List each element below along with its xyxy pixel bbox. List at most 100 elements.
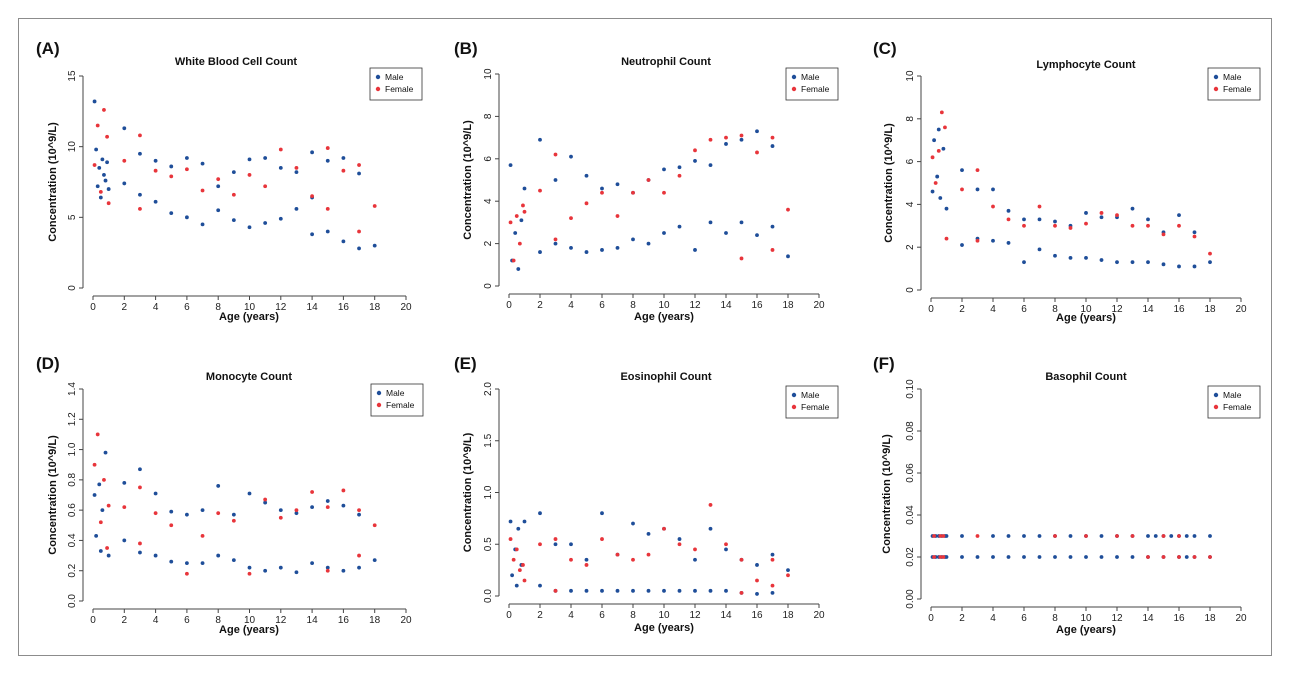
data-point-male [1177, 264, 1181, 269]
x-tick-label: 6 [1021, 613, 1027, 624]
data-point-male [200, 508, 205, 513]
data-point-male [522, 519, 527, 524]
data-point-female [153, 511, 158, 516]
x-tick-label: 12 [689, 300, 701, 311]
data-point-male [631, 521, 635, 526]
data-point-female [325, 568, 330, 573]
data-point-female [508, 220, 513, 225]
x-tick-label: 8 [630, 300, 636, 311]
data-point-male [357, 565, 361, 570]
y-tick-label: 2 [483, 240, 494, 246]
series-male [930, 534, 1212, 559]
data-point-male [1146, 260, 1150, 265]
series-female [92, 432, 377, 576]
data-point-male [708, 526, 713, 531]
data-point-male [372, 243, 377, 248]
y-tick-label: 0 [483, 283, 494, 289]
x-tick-label: 10 [1080, 304, 1092, 315]
data-point-male [944, 534, 949, 538]
data-point-male [538, 511, 542, 516]
data-point-male [185, 215, 189, 220]
figure-frame: (A) White Blood Cell Count 0 2 4 6 8 10 12 14 16 18… [18, 18, 1272, 656]
y-axis-label: Concentration (10^9/L) [883, 123, 895, 243]
data-point-male [263, 500, 268, 505]
data-point-male [991, 187, 995, 192]
data-point-male [1146, 534, 1150, 538]
x-tick-label: 14 [1142, 304, 1154, 315]
data-point-male [975, 187, 980, 192]
y-tick-label: 6 [483, 156, 494, 162]
data-point-female [1177, 534, 1181, 538]
data-point-male [102, 173, 106, 177]
data-point-male [936, 127, 941, 132]
data-point-female [755, 578, 759, 583]
data-point-female [708, 137, 713, 142]
data-point-male [1184, 555, 1189, 559]
data-point-male [278, 216, 283, 221]
data-point-female [1068, 226, 1073, 230]
data-point-female [584, 201, 589, 206]
series-female [930, 110, 1212, 256]
legend-label-female: Female [386, 400, 415, 410]
data-point-male [708, 163, 713, 168]
data-point-male [1006, 208, 1011, 213]
data-point-male [263, 568, 268, 573]
data-point-male [513, 231, 518, 235]
x-tick-label: 20 [813, 300, 825, 311]
y-tick-label: 2 [905, 244, 916, 250]
data-point-male [1068, 555, 1073, 559]
chart-title: Monocyte Count [206, 371, 292, 383]
data-point-female [944, 236, 949, 241]
legend-marker-male [791, 392, 797, 398]
data-point-female [938, 555, 943, 559]
y-tick-label: 1.2 [67, 412, 78, 426]
data-point-male [153, 491, 158, 496]
data-point-male [724, 142, 728, 146]
data-point-male [693, 248, 697, 252]
y-tick-label: 1.0 [483, 485, 494, 499]
data-point-male [98, 549, 103, 553]
x-tick-label: 16 [751, 300, 763, 311]
data-point-male [1208, 534, 1212, 538]
data-point-female [357, 163, 361, 167]
data-point-male [960, 168, 964, 173]
data-point-female [514, 214, 519, 218]
data-point-male [1130, 555, 1135, 559]
data-point-male [185, 512, 189, 517]
data-point-male [941, 146, 946, 151]
data-point-female [724, 542, 728, 547]
data-point-male [600, 248, 604, 252]
legend-label-male: Male [385, 72, 404, 82]
legend-marker-female [376, 402, 382, 408]
data-point-male [615, 588, 620, 593]
data-point-male [216, 553, 221, 558]
data-point-male [677, 537, 682, 541]
data-point-male [122, 480, 127, 485]
legend-label-male: Male [386, 388, 405, 398]
x-tick-label: 6 [599, 300, 605, 311]
x-tick-label: 18 [1204, 304, 1216, 315]
data-point-female [521, 563, 525, 567]
y-tick-label: 10 [483, 68, 494, 80]
data-point-male [200, 561, 205, 566]
y-tick-label: 0.08 [905, 421, 916, 441]
data-point-male [677, 224, 682, 229]
data-point-female [975, 534, 980, 538]
data-point-male [231, 218, 236, 223]
y-tick-label: 15 [67, 70, 78, 82]
data-point-female [102, 108, 106, 112]
data-point-female [310, 490, 314, 494]
data-point-female [1006, 217, 1011, 222]
legend-box [785, 385, 839, 419]
data-point-male [739, 137, 744, 142]
x-tick-label: 18 [782, 610, 794, 621]
data-point-female [294, 508, 299, 513]
data-point-male [341, 568, 346, 573]
data-point-female [231, 518, 236, 523]
y-tick-label: 0.0 [67, 594, 78, 608]
panel-label: (F) [873, 354, 895, 373]
data-point-female [1208, 555, 1212, 559]
x-tick-label: 4 [153, 302, 159, 313]
x-tick-label: 16 [338, 615, 350, 626]
data-point-female [511, 557, 516, 562]
